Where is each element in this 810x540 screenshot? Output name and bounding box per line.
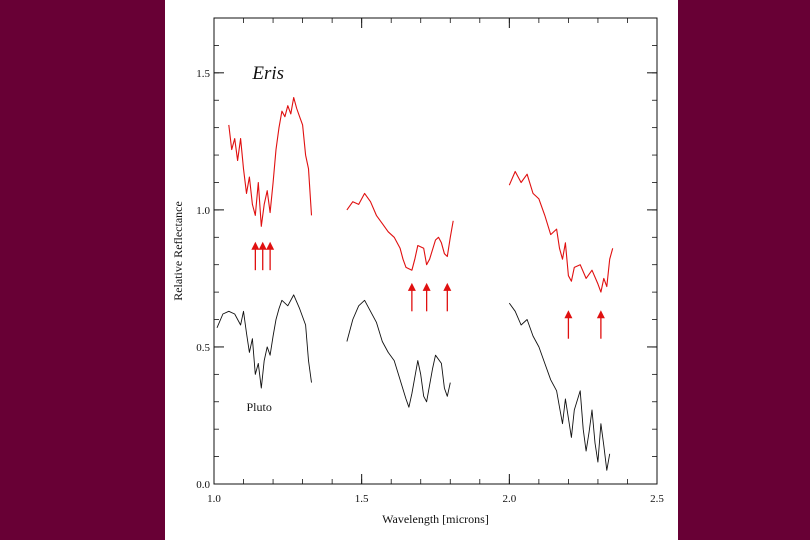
absorption-arrows: [251, 241, 605, 339]
x-axis-label: Wavelength [microns]: [382, 512, 489, 526]
absorption-arrow-head: [258, 241, 267, 250]
spectrum-chart: 1.0 1.5 2.0 2.5 0.0 0.5 1.0 1.5 Eris Pluto Wave…: [171, 17, 664, 526]
pluto-spectrum-segment-3: [508, 302, 611, 471]
pluto-spectrum-segment-1: [216, 294, 312, 389]
y-axis-label: Relative Reflectance: [171, 201, 185, 301]
ticks: 1.0 1.5 2.0 2.5 0.0 0.5 1.0 1.5: [196, 17, 664, 505]
x-tick-label: 2.0: [502, 493, 516, 505]
axes: [213, 17, 658, 485]
absorption-arrow-head: [266, 241, 275, 250]
eris-spectrum-segment-1: [228, 96, 313, 227]
plot-frame: [213, 17, 658, 485]
figure-panel: 1.0 1.5 2.0 2.5 0.0 0.5 1.0 1.5 Eris Pluto Wave…: [165, 0, 678, 540]
y-tick-label: 1.5: [196, 68, 210, 80]
eris-spectrum-segment-3: [508, 170, 614, 293]
x-tick-label: 1.0: [207, 493, 221, 505]
absorption-arrow-head: [251, 241, 260, 250]
absorption-arrow-head: [596, 310, 605, 319]
x-tick-label: 2.5: [650, 493, 664, 505]
y-tick-label: 0.0: [196, 479, 210, 491]
pluto-spectrum-segment-2: [346, 299, 451, 408]
series: [216, 96, 614, 471]
y-tick-label: 0.5: [196, 342, 210, 354]
pluto-label: Pluto: [246, 400, 271, 414]
y-tick-label: 1.0: [196, 205, 210, 217]
absorption-arrow-head: [443, 282, 452, 291]
x-tick-label: 1.5: [355, 493, 369, 505]
eris-spectrum-segment-2: [346, 192, 454, 271]
absorption-arrow-head: [564, 310, 573, 319]
eris-label: Eris: [251, 63, 284, 84]
absorption-arrow-head: [422, 282, 431, 291]
absorption-arrow-head: [407, 282, 416, 291]
